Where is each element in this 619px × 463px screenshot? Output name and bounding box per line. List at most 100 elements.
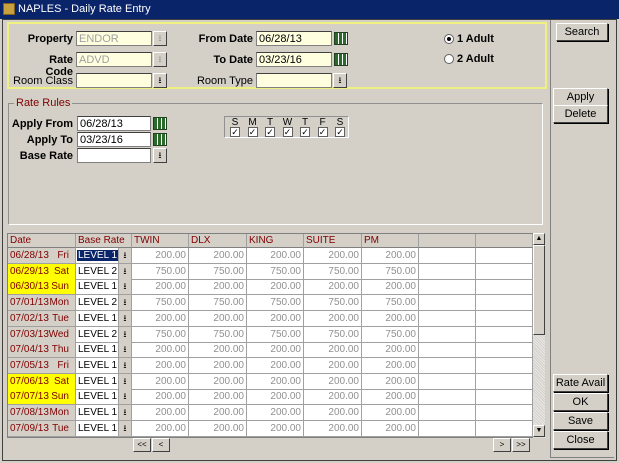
column-header[interactable]: Base Rate: [76, 234, 132, 248]
rate-cell[interactable]: 750.00: [304, 263, 362, 280]
rate-cell[interactable]: 200.00: [189, 248, 247, 264]
empty-cell[interactable]: [476, 420, 533, 437]
base-rate-cell[interactable]: LEVEL 1: [76, 373, 119, 390]
rate-cell[interactable]: 200.00: [189, 357, 247, 374]
rate-cell[interactable]: 750.00: [247, 295, 304, 312]
base-rate-field[interactable]: [77, 148, 151, 163]
rate-cell[interactable]: 200.00: [362, 405, 419, 421]
rate-cell[interactable]: 200.00: [362, 357, 419, 374]
base-rate-dropdown-icon[interactable]: ⭳: [119, 357, 132, 374]
rate-cell[interactable]: 200.00: [132, 279, 189, 296]
vertical-scrollbar[interactable]: ▲ ▼: [533, 233, 545, 438]
day-checkbox[interactable]: ✓: [247, 127, 258, 137]
calendar-icon[interactable]: [334, 32, 348, 45]
base-rate-cell[interactable]: LEVEL 1: [76, 279, 119, 296]
rate-cell[interactable]: 200.00: [247, 248, 304, 264]
empty-cell[interactable]: [419, 295, 476, 312]
empty-cell[interactable]: [419, 279, 476, 296]
base-rate-cell[interactable]: LEVEL 1: [76, 357, 119, 374]
rate-cell[interactable]: 750.00: [304, 295, 362, 312]
base-rate-dropdown-icon[interactable]: ⭳: [119, 326, 132, 343]
rate-cell[interactable]: 200.00: [189, 405, 247, 421]
rate-cell[interactable]: 200.00: [304, 420, 362, 437]
rate-cell[interactable]: 200.00: [189, 389, 247, 406]
rate-cell[interactable]: 750.00: [189, 295, 247, 312]
empty-cell[interactable]: [419, 373, 476, 390]
room-class-field[interactable]: [76, 73, 152, 88]
column-header[interactable]: PM: [362, 234, 419, 248]
rate-cell[interactable]: 200.00: [132, 248, 189, 264]
empty-cell[interactable]: [419, 420, 476, 437]
base-rate-dropdown-icon[interactable]: ⭳: [119, 373, 132, 390]
base-rate-dropdown-button[interactable]: ⭳: [153, 148, 167, 163]
rate-cell[interactable]: 750.00: [362, 295, 419, 312]
base-rate-cell[interactable]: LEVEL 2: [76, 295, 119, 312]
rate-cell[interactable]: 200.00: [247, 389, 304, 406]
rate-cell[interactable]: 200.00: [132, 373, 189, 390]
empty-cell[interactable]: [419, 357, 476, 374]
rate-cell[interactable]: 200.00: [247, 310, 304, 327]
empty-cell[interactable]: [419, 263, 476, 280]
base-rate-cell[interactable]: LEVEL 1: [76, 389, 119, 406]
empty-cell[interactable]: [476, 263, 533, 280]
first-page-button[interactable]: <<: [133, 438, 151, 452]
rate-cell[interactable]: 750.00: [189, 263, 247, 280]
column-header[interactable]: DLX: [189, 234, 247, 248]
day-checkbox[interactable]: ✓: [335, 127, 345, 137]
scroll-thumb[interactable]: [533, 245, 545, 335]
empty-cell[interactable]: [476, 357, 533, 374]
last-page-button[interactable]: >>: [512, 438, 530, 452]
column-header[interactable]: SUITE: [304, 234, 362, 248]
rate-code-dropdown-button[interactable]: ⭳: [153, 52, 167, 67]
column-header[interactable]: KING: [247, 234, 304, 248]
prev-page-button[interactable]: <: [152, 438, 170, 452]
base-rate-cell[interactable]: LEVEL 1: [76, 405, 119, 421]
empty-cell[interactable]: [476, 326, 533, 343]
day-checkbox[interactable]: ✓: [230, 127, 240, 137]
rate-cell[interactable]: 200.00: [362, 342, 419, 359]
base-rate-cell[interactable]: LEVEL 1: [76, 248, 119, 264]
search-button[interactable]: Search: [556, 23, 608, 41]
rate-cell[interactable]: 200.00: [362, 310, 419, 327]
rate-cell[interactable]: 750.00: [132, 263, 189, 280]
base-rate-dropdown-icon[interactable]: ⭳: [119, 295, 132, 312]
rate-cell[interactable]: 200.00: [247, 373, 304, 390]
base-rate-cell[interactable]: LEVEL 2: [76, 326, 119, 343]
rate-cell[interactable]: 200.00: [247, 342, 304, 359]
empty-cell[interactable]: [419, 326, 476, 343]
rate-cell[interactable]: 200.00: [189, 373, 247, 390]
rate-cell[interactable]: 200.00: [189, 342, 247, 359]
room-type-field[interactable]: [256, 73, 332, 88]
empty-cell[interactable]: [476, 248, 533, 264]
base-rate-dropdown-icon[interactable]: ⭳: [119, 263, 132, 280]
base-rate-cell[interactable]: LEVEL 1: [76, 310, 119, 327]
rate-cell[interactable]: 750.00: [304, 326, 362, 343]
rate-cell[interactable]: 200.00: [362, 420, 419, 437]
ok-button[interactable]: OK: [553, 393, 608, 411]
rate-cell[interactable]: 750.00: [247, 263, 304, 280]
next-page-button[interactable]: >: [493, 438, 511, 452]
base-rate-dropdown-icon[interactable]: ⭳: [119, 248, 132, 264]
rate-cell[interactable]: 750.00: [132, 326, 189, 343]
rate-cell[interactable]: 200.00: [247, 420, 304, 437]
rate-cell[interactable]: 200.00: [304, 342, 362, 359]
rate-cell[interactable]: 200.00: [247, 405, 304, 421]
from-date-field[interactable]: 06/28/13: [256, 31, 332, 46]
day-checkbox[interactable]: ✓: [265, 127, 275, 137]
room-class-dropdown-button[interactable]: ⭳: [153, 73, 167, 88]
column-header[interactable]: [419, 234, 476, 248]
empty-cell[interactable]: [419, 248, 476, 264]
apply-from-field[interactable]: 06/28/13: [77, 116, 151, 131]
calendar-icon[interactable]: [153, 133, 167, 146]
base-rate-dropdown-icon[interactable]: ⭳: [119, 405, 132, 421]
rate-cell[interactable]: 200.00: [304, 405, 362, 421]
rate-cell[interactable]: 200.00: [132, 342, 189, 359]
rate-cell[interactable]: 750.00: [132, 295, 189, 312]
rate-cell[interactable]: 200.00: [189, 310, 247, 327]
rate-cell[interactable]: 750.00: [247, 326, 304, 343]
empty-cell[interactable]: [419, 310, 476, 327]
rate-cell[interactable]: 200.00: [132, 420, 189, 437]
empty-cell[interactable]: [476, 342, 533, 359]
column-header[interactable]: Date: [8, 234, 76, 248]
empty-cell[interactable]: [476, 405, 533, 421]
